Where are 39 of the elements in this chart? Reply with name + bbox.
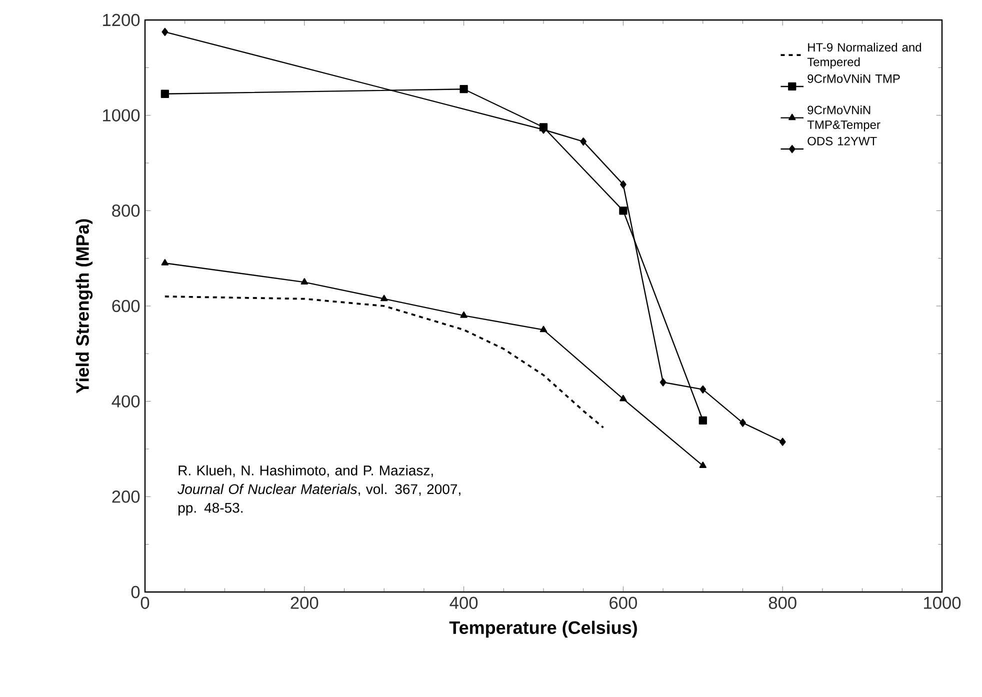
legend-label: HT-9 Normalized and Tempered [807,42,922,69]
legend-label: ODS 12YWT [808,136,877,146]
point [698,416,707,424]
point [160,90,169,98]
y-tick-label: 600 [112,300,140,312]
point [162,28,168,36]
point [540,326,548,332]
y-axis-title: Yield Strength (MPa) [76,219,93,394]
x-tick-label: 0 [140,596,150,609]
point [620,394,627,402]
point [779,438,786,446]
x-axis-title: Temperature (Celsius) [449,620,637,638]
x-tick-label: 1000 [924,596,961,609]
legend-label: 9CrMoVNiN TMP&Temper [807,105,880,132]
x-tick-label: 800 [768,596,796,609]
text: R. Klueh, N. Hashimoto, and P. Maziasz, Journal Of Nuclear Materials, vol. 367, 2007, pp. 48-53. [178,465,460,516]
legend-label: 9CrMoVNiN TMP [808,74,900,83]
point [300,278,308,284]
x-tick-label: 400 [450,596,478,609]
y-tick-label: 1200 [103,14,140,26]
point [460,85,468,94]
point [619,206,628,215]
x-tick-label: 600 [610,596,637,609]
point [161,259,169,266]
point [660,378,666,386]
point [740,418,746,427]
y-tick-label: 800 [112,204,140,217]
point [580,137,587,146]
y-tick-label: 1000 [103,109,140,122]
x-tick-label: 200 [290,596,318,609]
y-tick-label: 0 [131,586,140,598]
point [620,180,626,189]
point [460,311,468,318]
y-tick-label: 200 [112,490,140,503]
line-series [164,296,604,428]
y-tick-label: 400 [112,395,140,408]
point [700,385,706,394]
point [380,294,388,302]
point [699,462,707,468]
